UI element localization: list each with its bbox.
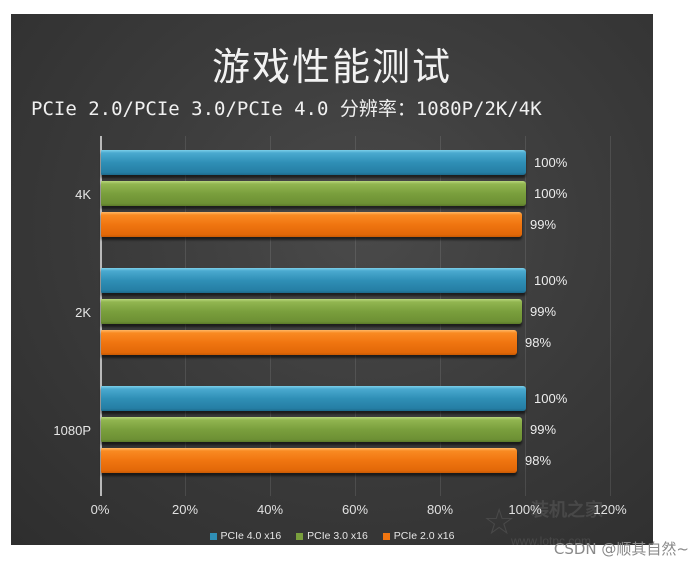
legend-item-pcie3: PCIe 3.0 x16 bbox=[296, 530, 368, 542]
legend-label: PCIe 2.0 x16 bbox=[393, 530, 455, 542]
legend-label: PCIe 3.0 x16 bbox=[307, 530, 368, 542]
legend-swatch-icon bbox=[296, 532, 304, 540]
value-label: 100% bbox=[534, 273, 568, 288]
category-label-1080p: 1080P bbox=[53, 423, 91, 438]
x-tick: 0% bbox=[90, 502, 110, 517]
legend-label: PCIe 4.0 x16 bbox=[220, 530, 282, 542]
category-label-4k: 4K bbox=[75, 187, 91, 202]
value-label: 100% bbox=[534, 155, 568, 170]
bar-1080p-pcie3 bbox=[101, 417, 522, 442]
value-label: 100% bbox=[534, 186, 568, 201]
value-label: 98% bbox=[525, 453, 552, 468]
chart-subtitle: PCIe 2.0/PCIe 3.0/PCIe 4.0 分辨率：1080P/2K/… bbox=[31, 98, 542, 120]
plot-area: 100% 100% 99% 100% 99% 98% 100% 99% 98% bbox=[100, 136, 620, 496]
legend-swatch-icon bbox=[209, 532, 217, 540]
chart-frame: 游戏性能测试 PCIe 2.0/PCIe 3.0/PCIe 4.0 分辨率：10… bbox=[11, 14, 653, 548]
legend-item-pcie2: PCIe 2.0 x16 bbox=[382, 530, 455, 542]
x-tick: 60% bbox=[341, 502, 369, 517]
x-tick: 100% bbox=[508, 502, 542, 517]
watermark-star-icon: ☆ bbox=[483, 502, 516, 543]
x-tick: 40% bbox=[256, 502, 284, 517]
bar-1080p-pcie2 bbox=[101, 448, 517, 473]
value-label: 98% bbox=[525, 335, 552, 350]
bar-1080p-pcie4 bbox=[101, 386, 526, 411]
gridline bbox=[525, 136, 526, 496]
value-label: 99% bbox=[530, 217, 557, 232]
value-label: 100% bbox=[534, 391, 568, 406]
bar-4k-pcie3 bbox=[101, 181, 526, 206]
bar-4k-pcie4 bbox=[101, 150, 526, 175]
watermark-text: 装机之家 bbox=[531, 500, 603, 521]
x-tick: 80% bbox=[426, 502, 454, 517]
legend-swatch-icon bbox=[382, 532, 390, 540]
value-label: 99% bbox=[530, 422, 557, 437]
category-label-2k: 2K bbox=[75, 305, 91, 320]
value-label: 99% bbox=[530, 304, 557, 319]
chart-legend: PCIe 4.0 x16 PCIe 3.0 x16 PCIe 2.0 x16 bbox=[11, 530, 653, 542]
watermark-url: www.lotpc.com bbox=[511, 534, 592, 548]
x-tick: 20% bbox=[171, 502, 199, 517]
bar-2k-pcie3 bbox=[101, 299, 522, 324]
bar-4k-pcie2 bbox=[101, 212, 522, 237]
x-tick: 120% bbox=[593, 502, 627, 517]
legend-item-pcie4: PCIe 4.0 x16 bbox=[209, 530, 282, 542]
csdn-credit: CSDN @顺其自然~ bbox=[553, 540, 689, 558]
bar-2k-pcie2 bbox=[101, 330, 517, 355]
bar-2k-pcie4 bbox=[101, 268, 526, 293]
gridline bbox=[610, 136, 611, 496]
chart-title: 游戏性能测试 bbox=[211, 45, 452, 89]
